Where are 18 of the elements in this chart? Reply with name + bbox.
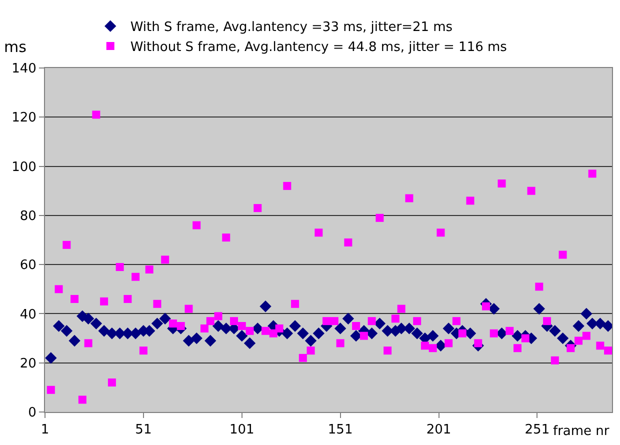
- x-axis-title: frame nr: [553, 424, 610, 439]
- y-tick-label: 80: [20, 208, 36, 224]
- y-tick-label: 20: [20, 356, 36, 372]
- y-tick-label: 100: [12, 160, 36, 175]
- y-tick-label: 60: [20, 258, 36, 274]
- y-tick-label: 0: [28, 406, 36, 421]
- x-tick-label: 1: [40, 422, 50, 438]
- x-tick-label: 51: [135, 422, 152, 438]
- legend-label: Without S frame, Avg.lantency = 44.8 ms, jitter = 116 ms: [130, 40, 508, 56]
- x-tick-label: 201: [426, 422, 452, 438]
- y-tick-label: 140: [12, 62, 36, 77]
- y-tick-label: 120: [12, 110, 36, 126]
- x-tick-label: 151: [328, 422, 353, 438]
- y-axis-title: ms: [4, 38, 27, 56]
- y-tick-label: 40: [20, 307, 36, 322]
- x-tick-label: 101: [229, 422, 254, 438]
- legend-label: With S frame, Avg.lantency =33 ms, jitter=21 ms: [130, 20, 453, 36]
- x-tick-label: 251: [524, 422, 550, 438]
